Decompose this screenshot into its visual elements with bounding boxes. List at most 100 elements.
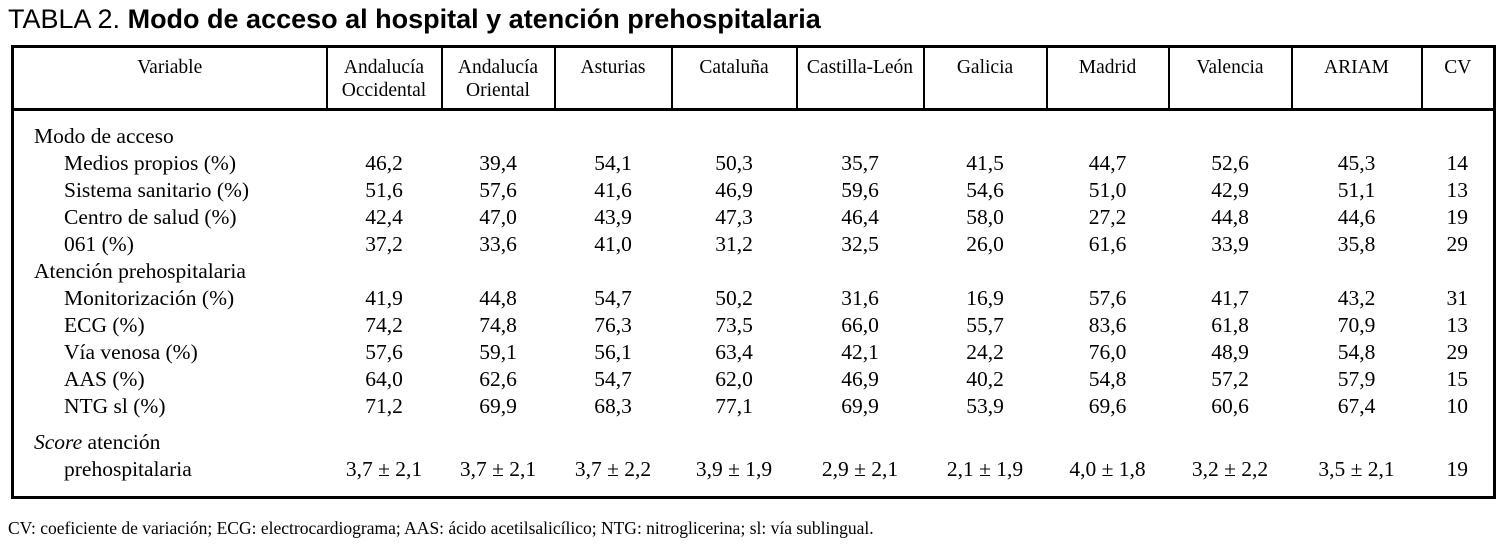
cell-value: 54,1 — [594, 151, 632, 175]
cell-value: 70,9 — [1337, 313, 1376, 337]
cell-value: 83,6 — [1088, 313, 1127, 337]
cell-value: 62,6 — [479, 367, 517, 391]
row-label: Monitorización (%) — [64, 286, 235, 310]
cell-value: 31 — [1446, 286, 1469, 310]
cell-value: 74,8 — [479, 313, 517, 337]
cell-value: 64,0 — [365, 367, 403, 391]
table-row: Medios propios (%) 46,2 39,4 54,1 50,3 35,7 41… — [13, 150, 1495, 177]
cell-value: 44,8 — [479, 286, 517, 310]
cell-value: 56,1 — [594, 340, 632, 364]
cell-value: 3,7 ± 2,1 — [345, 457, 423, 481]
cell-value: 50,2 — [715, 286, 753, 310]
cell-value: 53,9 — [966, 394, 1004, 418]
cell-value: 41,7 — [1211, 286, 1249, 310]
row-label: Centro de salud (%) — [64, 205, 237, 229]
cell-value: 45,3 — [1337, 151, 1376, 175]
cell-value: 55,7 — [966, 313, 1004, 337]
cell-value: 37,2 — [365, 232, 403, 256]
cell-value: 54,8 — [1337, 340, 1376, 364]
cell-value: 57,6 — [1088, 286, 1127, 310]
table-row: Vía venosa (%) 57,6 59,1 56,1 63,4 42,1 24,2 76… — [13, 339, 1495, 366]
table-title-prefix: TABLA 2. — [8, 4, 121, 34]
row-label: Score atención prehospitalaria — [13, 420, 327, 498]
cell-value: 69,9 — [841, 394, 879, 418]
row-label: Medios propios (%) — [64, 151, 236, 175]
cell-value: 16,9 — [966, 286, 1004, 310]
table-row: Sistema sanitario (%) 51,6 57,6 41,6 46,9 59,… — [13, 177, 1495, 204]
row-label: Sistema sanitario (%) — [64, 178, 250, 202]
cell-value: 57,9 — [1337, 367, 1376, 391]
column-header: Castilla-León — [795, 46, 924, 111]
score-row: Score atención prehospitalaria 3,7 ± 2,1 3,… — [13, 420, 1495, 498]
cell-value: 2,9 ± 2,1 — [821, 457, 899, 481]
cell-value: 41,6 — [594, 178, 632, 202]
section-row: Modo de acceso — [13, 110, 1495, 151]
cell-value: 39,4 — [479, 151, 517, 175]
cell-value: 46,4 — [841, 205, 879, 229]
score-label-italic: Score — [34, 430, 83, 454]
cell-value: 41,5 — [966, 151, 1004, 175]
row-label: 061 (%) — [64, 232, 134, 256]
cell-value: 62,0 — [715, 367, 753, 391]
cell-value: 35,7 — [841, 151, 879, 175]
column-header: Variable — [12, 46, 327, 111]
table-title-text: Modo de acceso al hospital y atención pr… — [127, 4, 821, 34]
cell-value: 2,1 ± 1,9 — [946, 457, 1024, 481]
cell-value: 24,2 — [966, 340, 1004, 364]
cell-value: 76,0 — [1088, 340, 1127, 364]
cell-value: 51,1 — [1337, 178, 1376, 202]
cell-value: 47,0 — [479, 205, 517, 229]
cell-value: 51,0 — [1088, 178, 1127, 202]
cell-value: 48,9 — [1211, 340, 1249, 364]
cell-value: 54,8 — [1088, 367, 1127, 391]
results-table: Variable Andalucía Occidental Andalucía Or… — [11, 45, 1496, 499]
cell-value: 42,4 — [365, 205, 403, 229]
cell-value: 44,7 — [1088, 151, 1127, 175]
cell-value: 13 — [1446, 313, 1469, 337]
cell-value: 46,2 — [365, 151, 403, 175]
cell-value: 54,6 — [966, 178, 1004, 202]
cell-value: 69,6 — [1088, 394, 1127, 418]
cell-value: 3,7 ± 2,2 — [574, 457, 652, 481]
column-header: Valencia — [1167, 46, 1292, 111]
table-row: Monitorización (%) 41,9 44,8 54,7 50,2 31,6 16… — [13, 285, 1495, 312]
cell-value: 27,2 — [1088, 205, 1127, 229]
cell-value: 61,6 — [1088, 232, 1127, 256]
column-header: ARIAM — [1290, 46, 1422, 111]
column-header: CV — [1420, 46, 1495, 111]
cell-value: 3,7 ± 2,1 — [459, 457, 537, 481]
row-label: NTG sl (%) — [64, 394, 166, 418]
cell-value: 40,2 — [966, 367, 1004, 391]
cell-value: 44,6 — [1337, 205, 1376, 229]
score-label-line2: prehospitalaria — [64, 457, 192, 481]
table-row: ECG (%) 74,2 74,8 76,3 73,5 66,0 55,7 83,6 61,8 7… — [13, 312, 1495, 339]
cell-value: 57,2 — [1211, 367, 1249, 391]
column-header: Madrid — [1045, 46, 1169, 111]
cell-value: 77,1 — [715, 394, 753, 418]
cell-value: 29 — [1446, 232, 1469, 256]
cell-value: 47,3 — [715, 205, 753, 229]
cell-value: 29 — [1446, 340, 1469, 364]
header-row: Variable Andalucía Occidental Andalucía Or… — [12, 46, 1495, 111]
cell-value: 43,9 — [594, 205, 632, 229]
table-row: 061 (%) 37,2 33,6 41,0 31,2 32,5 26,0 61,6 33,9 3… — [13, 231, 1495, 258]
cell-value: 26,0 — [966, 232, 1004, 256]
column-header: Andalucía Oriental — [440, 46, 555, 111]
cell-value: 44,8 — [1211, 205, 1249, 229]
cell-value: 63,4 — [715, 340, 753, 364]
cell-value: 4,0 ± 1,8 — [1069, 457, 1146, 481]
cell-value: 51,6 — [365, 178, 403, 202]
cell-value: 3,9 ± 1,9 — [695, 457, 773, 481]
table-row: NTG sl (%) 71,2 69,9 68,3 77,1 69,9 53,9 69,6 60… — [13, 393, 1495, 420]
cell-value: 60,6 — [1211, 394, 1249, 418]
cell-value: 10 — [1446, 394, 1469, 418]
cell-value: 31,2 — [715, 232, 753, 256]
cell-value: 15 — [1446, 367, 1469, 391]
cell-value: 42,9 — [1211, 178, 1249, 202]
cell-value: 67,4 — [1337, 394, 1376, 418]
cell-value: 19 — [1446, 205, 1469, 229]
row-label: Vía venosa (%) — [64, 340, 198, 364]
cell-value: 33,6 — [479, 232, 517, 256]
cell-value: 14 — [1446, 151, 1469, 175]
